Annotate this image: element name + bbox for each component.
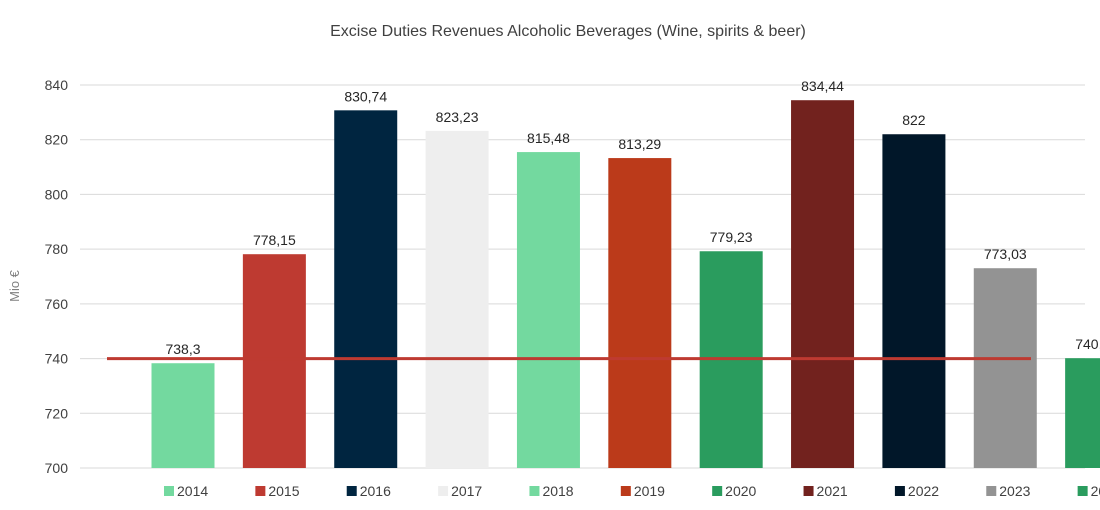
data-label-2021: 834,44 [801,78,844,94]
bar-2018 [516,152,580,468]
legend-swatch [255,486,266,496]
bar-2016 [334,110,398,469]
y-axis-ticks: 700 720 740 760 780 800 820 840 [45,77,69,476]
bar-2021 [791,100,855,468]
legend-swatch [1077,486,1088,496]
legend-item-2021: 2021 [803,483,848,499]
legend-swatch [894,486,905,496]
data-label-2019: 813,29 [618,136,661,152]
bar-2019 [608,158,672,468]
legend-item-2024: 2024 [1077,483,1100,499]
data-label-2014: 738,3 [165,341,200,357]
legend-swatch [986,486,997,496]
legend-swatch [346,486,357,496]
legend-swatch [803,486,814,496]
legend-label: 2020 [725,483,756,499]
legend-item-2022: 2022 [894,483,939,499]
legend-item-2014: 2014 [164,483,208,499]
legend-label: 2019 [634,483,665,499]
data-label-2018: 815,48 [527,130,570,146]
data-label-2023: 773,03 [984,246,1027,262]
y-tick-label: 780 [45,241,69,257]
legend-label: 2014 [177,483,208,499]
y-tick-label: 840 [45,77,69,93]
legend-label: 2021 [817,483,848,499]
bar-2023 [973,268,1037,468]
data-labels: 738,3 778,15 830,74 823,23 815,48 813,29 779,2… [165,78,1100,357]
data-label-2024: 740,14 [1075,336,1100,352]
legend-label: 2018 [542,483,573,499]
chart-title: Excise Duties Revenues Alcoholic Beverag… [330,23,806,40]
legend-item-2018: 2018 [529,483,574,499]
legend-item-2023: 2023 [986,483,1031,499]
y-tick-label: 700 [45,460,69,476]
y-axis-label: Mio € [7,269,22,302]
legend-item-2019: 2019 [620,483,665,499]
data-label-2016: 830,74 [344,88,387,104]
legend-swatch [712,486,723,496]
legend-label: 2016 [360,483,391,499]
legend-swatch [529,486,540,496]
data-label-2015: 778,15 [253,232,296,248]
bar-2024 [1065,358,1100,468]
bars [151,100,1100,469]
bar-2017 [425,130,489,468]
legend-item-2020: 2020 [712,483,757,499]
legend-label: 2022 [908,483,939,499]
legend-label: 2024 [1091,483,1100,499]
data-label-2017: 823,23 [436,109,479,125]
data-label-2020: 779,23 [710,229,753,245]
legend-label: 2023 [999,483,1030,499]
legend-label: 2015 [268,483,299,499]
legend-label: 2017 [451,483,482,499]
y-tick-label: 720 [45,405,69,421]
y-tick-label: 740 [45,351,69,367]
bar-2014 [151,363,215,468]
legend-item-2017: 2017 [438,483,482,499]
bar-2015 [242,254,306,468]
legend-swatch [438,486,449,496]
bar-2022 [882,134,946,468]
y-tick-label: 820 [45,132,69,148]
legend-item-2016: 2016 [346,483,391,499]
y-tick-label: 800 [45,186,69,202]
legend: 2014 2015 2016 2017 2018 2019 2020 2021 2022 2023… [164,483,1100,499]
legend-swatch [164,486,174,496]
data-label-2022: 822 [902,112,926,128]
legend-swatch [620,486,631,496]
y-tick-label: 760 [45,296,69,312]
legend-item-2015: 2015 [255,483,300,499]
